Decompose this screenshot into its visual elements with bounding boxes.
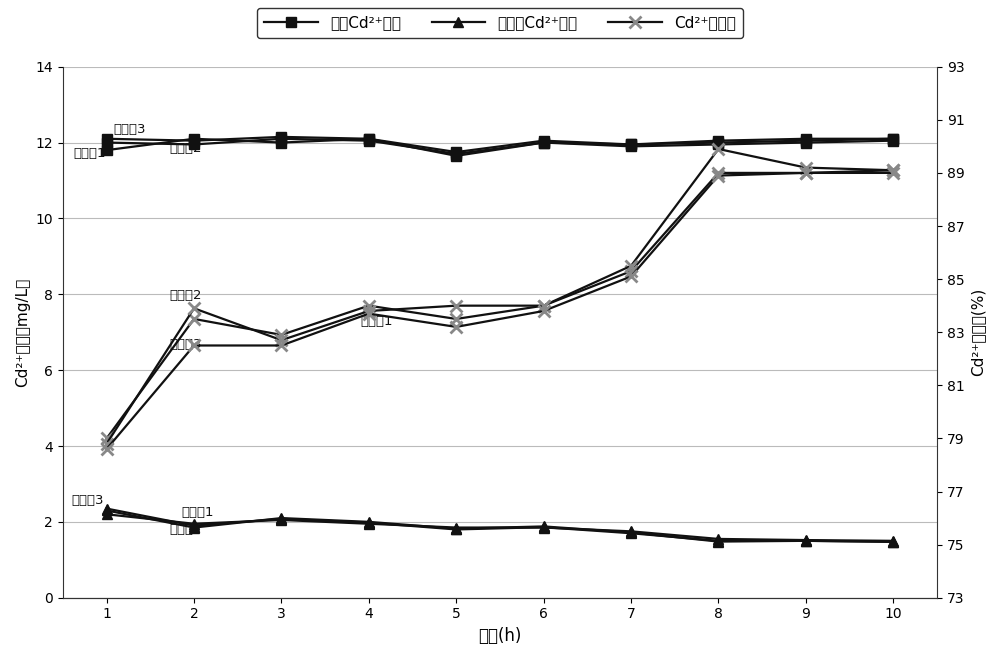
- Cd²⁺去除率: [450, 315, 462, 323]
- Cd²⁺去除率: [101, 434, 113, 442]
- Line: 初始Cd²⁺浓度: 初始Cd²⁺浓度: [102, 134, 898, 160]
- Cd²⁺去除率: [887, 166, 899, 174]
- Cd²⁺去除率: [800, 169, 812, 177]
- Cd²⁺去除率: [188, 315, 200, 323]
- Line: 反应后Cd²⁺浓度: 反应后Cd²⁺浓度: [102, 510, 898, 546]
- Text: 实施例1: 实施例1: [360, 315, 393, 328]
- 初始Cd²⁺浓度: [363, 135, 375, 143]
- 反应后Cd²⁺浓度: [712, 535, 724, 543]
- Cd²⁺去除率: [712, 169, 724, 177]
- 初始Cd²⁺浓度: [887, 135, 899, 143]
- Y-axis label: Cd²⁺去除率(%): Cd²⁺去除率(%): [970, 288, 985, 376]
- 初始Cd²⁺浓度: [450, 152, 462, 160]
- 初始Cd²⁺浓度: [538, 139, 550, 147]
- 初始Cd²⁺浓度: [712, 139, 724, 147]
- 初始Cd²⁺浓度: [625, 141, 637, 148]
- 反应后Cd²⁺浓度: [275, 516, 287, 524]
- Line: Cd²⁺去除率: Cd²⁺去除率: [100, 164, 900, 445]
- Text: 实施例2: 实施例2: [170, 288, 202, 302]
- Text: 实施例1: 实施例1: [73, 147, 106, 160]
- 反应后Cd²⁺浓度: [101, 510, 113, 518]
- 反应后Cd²⁺浓度: [188, 520, 200, 528]
- Text: 实施例3: 实施例3: [114, 123, 146, 136]
- 反应后Cd²⁺浓度: [450, 523, 462, 531]
- Cd²⁺去除率: [625, 267, 637, 275]
- Y-axis label: Cd²⁺浓度（mg/L）: Cd²⁺浓度（mg/L）: [15, 278, 30, 387]
- 反应后Cd²⁺浓度: [363, 520, 375, 528]
- 初始Cd²⁺浓度: [800, 137, 812, 145]
- 初始Cd²⁺浓度: [188, 135, 200, 143]
- Legend: 初始Cd²⁺浓度, 反应后Cd²⁺浓度, Cd²⁺去除率: 初始Cd²⁺浓度, 反应后Cd²⁺浓度, Cd²⁺去除率: [257, 8, 743, 38]
- Cd²⁺去除率: [538, 302, 550, 310]
- Cd²⁺去除率: [363, 302, 375, 310]
- 反应后Cd²⁺浓度: [800, 536, 812, 544]
- X-axis label: 时间(h): 时间(h): [478, 627, 522, 645]
- 反应后Cd²⁺浓度: [625, 527, 637, 535]
- Cd²⁺去除率: [275, 331, 287, 339]
- 初始Cd²⁺浓度: [275, 139, 287, 147]
- Text: 实施例2: 实施例2: [170, 142, 202, 154]
- 反应后Cd²⁺浓度: [538, 523, 550, 531]
- Text: 实施例3: 实施例3: [170, 338, 202, 351]
- 初始Cd²⁺浓度: [101, 146, 113, 154]
- Text: 实施例3: 实施例3: [72, 494, 104, 508]
- 反应后Cd²⁺浓度: [887, 537, 899, 544]
- Text: 实施例2: 实施例2: [170, 523, 202, 537]
- Text: 实施例1: 实施例1: [181, 506, 213, 519]
